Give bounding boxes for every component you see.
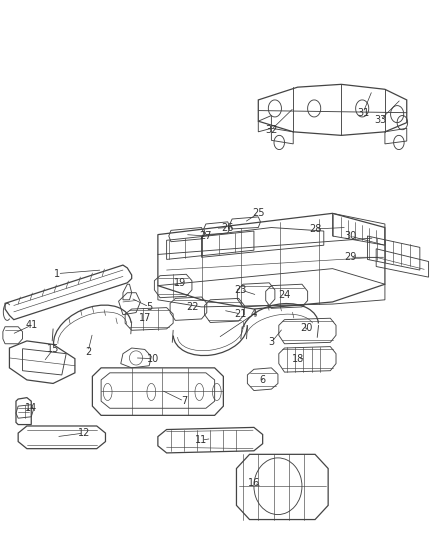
Text: 4: 4: [251, 309, 257, 319]
Text: 14: 14: [25, 403, 37, 413]
Text: 20: 20: [300, 323, 312, 333]
Text: 21: 21: [235, 309, 247, 319]
Text: 25: 25: [252, 208, 265, 219]
Text: 12: 12: [78, 428, 90, 438]
Text: 26: 26: [222, 222, 234, 232]
Text: 10: 10: [147, 354, 159, 364]
Text: 41: 41: [25, 320, 37, 330]
Text: 1: 1: [54, 269, 60, 279]
Text: 24: 24: [278, 290, 291, 300]
Text: 3: 3: [268, 337, 275, 348]
Text: 17: 17: [138, 313, 151, 323]
Text: 31: 31: [357, 108, 369, 118]
Text: 29: 29: [344, 252, 356, 262]
Text: 32: 32: [265, 125, 278, 135]
Text: 16: 16: [248, 478, 260, 488]
Text: 2: 2: [85, 346, 91, 357]
Text: 30: 30: [344, 231, 356, 241]
Text: 7: 7: [181, 396, 187, 406]
Text: 5: 5: [146, 302, 152, 312]
Text: 6: 6: [260, 375, 266, 385]
Text: 23: 23: [235, 285, 247, 295]
Text: 11: 11: [195, 435, 208, 445]
Text: 33: 33: [374, 115, 387, 125]
Text: 19: 19: [173, 278, 186, 288]
Text: 22: 22: [187, 302, 199, 312]
Text: 27: 27: [200, 231, 212, 241]
Text: 18: 18: [291, 354, 304, 364]
Text: 28: 28: [309, 224, 321, 234]
Text: 15: 15: [47, 344, 59, 354]
